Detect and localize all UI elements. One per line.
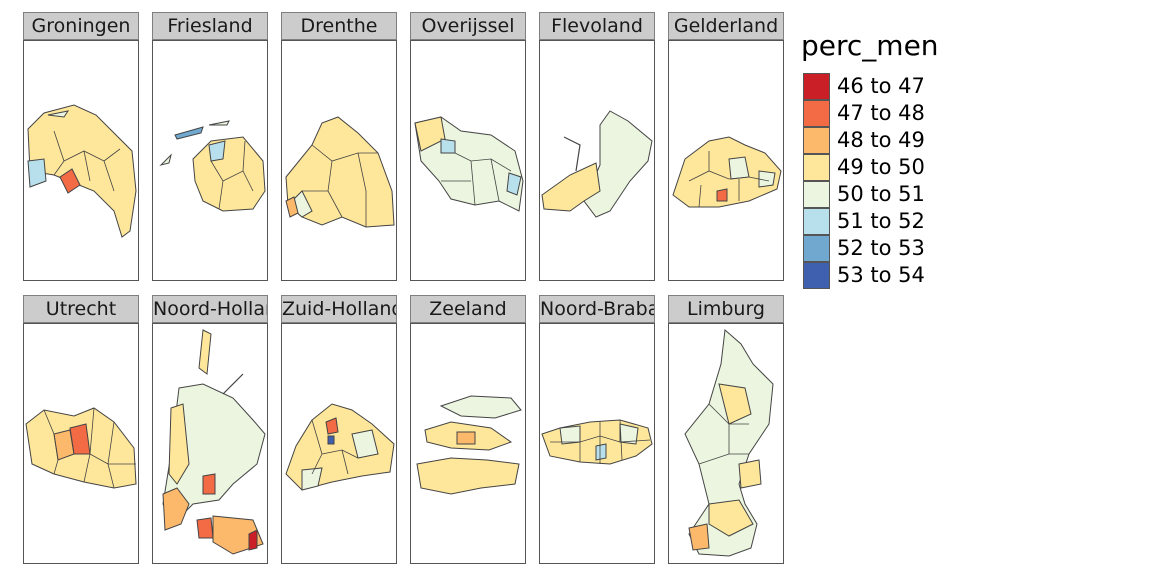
legend-label: 46 to 47 bbox=[837, 74, 925, 98]
municipality-51-52 bbox=[208, 140, 226, 162]
panel-title: Overijssel bbox=[410, 12, 526, 40]
municipality-49-50 bbox=[541, 162, 601, 212]
map-groningen bbox=[23, 40, 139, 281]
panel-title: Groningen bbox=[23, 12, 139, 40]
legend-swatch bbox=[803, 73, 830, 100]
legend-label: 50 to 51 bbox=[837, 182, 925, 206]
map-limburg bbox=[668, 323, 784, 564]
panel-title: Flevoland bbox=[539, 12, 655, 40]
legend-label: 48 to 49 bbox=[837, 128, 925, 152]
province-shape bbox=[162, 383, 266, 525]
map-flevoland bbox=[539, 40, 655, 281]
municipality-border bbox=[441, 152, 512, 206]
map-utrecht bbox=[23, 323, 139, 564]
municipality-47-48 bbox=[196, 473, 216, 539]
municipality-border bbox=[550, 419, 651, 464]
map-zuid-holland bbox=[281, 323, 397, 564]
municipality-border bbox=[53, 130, 121, 192]
legend-swatch bbox=[803, 262, 830, 289]
municipality-border bbox=[43, 407, 136, 489]
island-52-53 bbox=[174, 126, 204, 140]
island bbox=[47, 110, 70, 118]
municipality-48-49 bbox=[688, 523, 710, 551]
map-zeeland bbox=[410, 323, 526, 564]
municipality-47-48 bbox=[59, 168, 81, 194]
legend-label: 53 to 54 bbox=[837, 263, 925, 287]
province-shape bbox=[672, 136, 782, 208]
municipality-47-48 bbox=[716, 188, 728, 202]
municipality-47-48 bbox=[325, 417, 339, 435]
legend-swatch bbox=[803, 235, 830, 262]
legend-label: 51 to 52 bbox=[837, 209, 925, 233]
municipality-49-50 bbox=[168, 403, 190, 485]
municipality-49-50 bbox=[414, 116, 446, 152]
legend-swatch bbox=[803, 181, 830, 208]
province-shape bbox=[192, 136, 266, 212]
municipality-border bbox=[688, 151, 770, 208]
municipality-48-49 bbox=[456, 431, 476, 445]
municipality-51-52 bbox=[27, 158, 47, 188]
panel-title: Noord-Holland bbox=[152, 295, 268, 323]
legend-swatch bbox=[803, 100, 830, 127]
municipality-47-48 bbox=[69, 423, 91, 455]
map-noord-brabant bbox=[539, 323, 655, 564]
municipality-48-49 bbox=[285, 196, 299, 218]
municipality-border bbox=[302, 144, 378, 227]
legend-swatch bbox=[803, 208, 830, 235]
panel-title: Limburg bbox=[668, 295, 784, 323]
island bbox=[159, 120, 230, 166]
municipality-53-54 bbox=[327, 435, 335, 445]
panel-title: Zeeland bbox=[410, 295, 526, 323]
municipality-50-51 bbox=[301, 429, 379, 491]
dike-line bbox=[222, 373, 244, 395]
legend-swatch bbox=[803, 127, 830, 154]
legend-swatch bbox=[803, 154, 830, 181]
panel-title: Noord-Brabant bbox=[539, 295, 655, 323]
municipality-border bbox=[311, 419, 359, 475]
dike-line bbox=[563, 136, 581, 172]
municipality-border bbox=[210, 140, 254, 210]
map-overijssel bbox=[410, 40, 526, 281]
legend-label: 49 to 50 bbox=[837, 155, 925, 179]
panel-title: Gelderland bbox=[668, 12, 784, 40]
zeeuws-vlaanderen bbox=[416, 457, 520, 495]
municipality-49-50 bbox=[708, 383, 762, 537]
panel-title: Friesland bbox=[152, 12, 268, 40]
municipality-border bbox=[698, 403, 749, 465]
map-noord-holland bbox=[152, 323, 268, 564]
island-north bbox=[439, 395, 522, 419]
legend-title: perc_men bbox=[801, 29, 939, 62]
texel-island bbox=[198, 329, 212, 375]
municipality-51-52 bbox=[595, 443, 607, 461]
map-friesland bbox=[152, 40, 268, 281]
municipality-46-47 bbox=[248, 529, 258, 551]
map-drenthe bbox=[281, 40, 397, 281]
province-shape bbox=[285, 116, 395, 228]
map-gelderland bbox=[668, 40, 784, 281]
panel-title: Drenthe bbox=[281, 12, 397, 40]
panel-title: Utrecht bbox=[23, 295, 139, 323]
panel-title: Zuid-Holland bbox=[281, 295, 397, 323]
legend-label: 47 to 48 bbox=[837, 101, 925, 125]
legend-label: 52 to 53 bbox=[837, 236, 925, 260]
